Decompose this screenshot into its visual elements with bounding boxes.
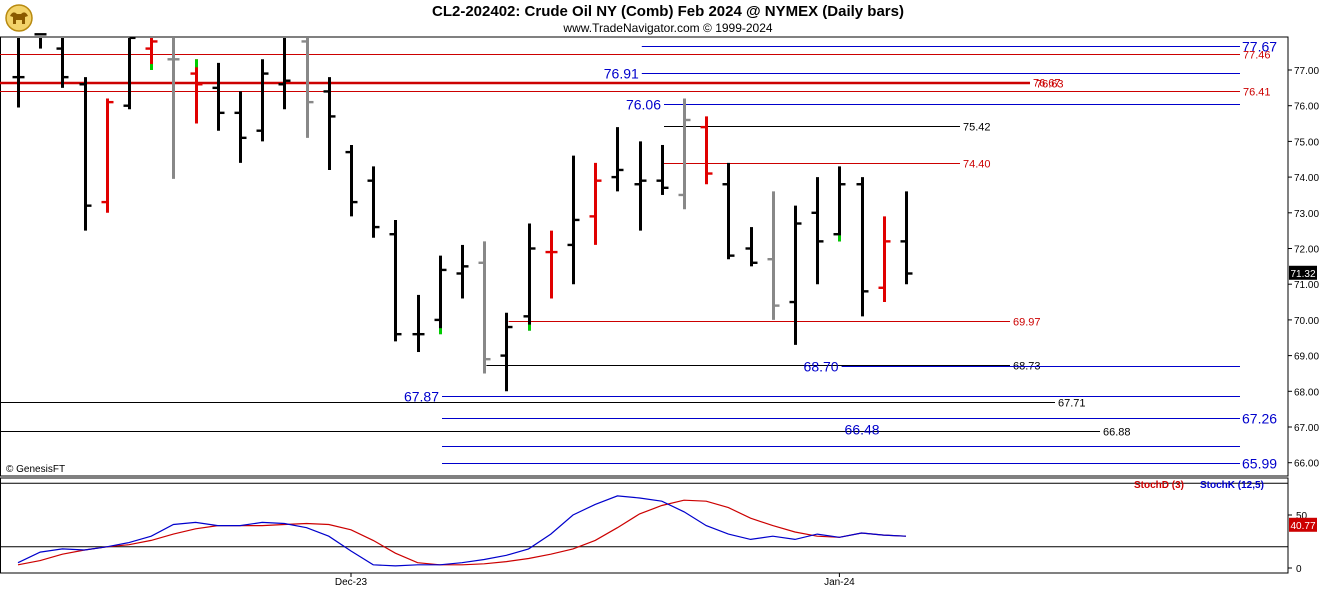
legend-stoch-d: StochD (3) — [1134, 480, 1184, 491]
level-label: 66.88 — [1103, 427, 1131, 439]
price-tick-label: 67.00 — [1294, 423, 1319, 434]
chart-subtitle: www.TradeNavigator.com © 1999-2024 — [563, 21, 773, 35]
level-label: 69.97 — [1013, 317, 1041, 329]
level-label: 77.67 — [1242, 39, 1277, 55]
price-tick-label: 71.00 — [1294, 280, 1319, 291]
price-tick-label: 73.00 — [1294, 209, 1319, 220]
level-label: 77.46 — [1243, 50, 1271, 62]
legend-stoch-k: StochK (12,5) — [1200, 480, 1264, 491]
stochastic-pane: StochD (3) StochK (12,5) — [0, 477, 1289, 574]
level-label: 67.87 — [404, 389, 439, 405]
chart-title: CL2-202402: Crude Oil NY (Comb) Feb 2024… — [432, 3, 904, 20]
stoch-d-line — [17, 499, 907, 566]
price-tick-label: 76.00 — [1294, 102, 1319, 113]
stoch-last-value-label: 40.77 — [1290, 521, 1315, 532]
level-label: 68.70 — [804, 359, 839, 375]
stoch-k-line — [17, 495, 907, 567]
price-tick-label: 66.00 — [1294, 459, 1319, 470]
level-label: 75.42 — [963, 122, 991, 134]
level-label: 66.48 — [845, 422, 880, 438]
watermark: © GenesisFT — [6, 464, 65, 475]
x-axis-label: Jan-24 — [824, 577, 855, 588]
level-label: 74.40 — [963, 159, 991, 171]
bull-logo-icon — [3, 2, 35, 34]
level-label: 76.06 — [626, 97, 661, 113]
price-tick-label: 70.00 — [1294, 316, 1319, 327]
x-axis-label: Dec-23 — [335, 577, 368, 588]
level-label: 76.41 — [1243, 87, 1271, 99]
level-label: 67.71 — [1058, 398, 1086, 410]
price-tick-label: 72.00 — [1294, 245, 1319, 256]
price-tick-label: 68.00 — [1294, 387, 1319, 398]
axes: 66.00 67.00 68.00 69.00 70.00 71.00 72.00 73.00… — [335, 66, 1320, 588]
last-price-label: 71.32 — [1290, 269, 1315, 280]
last-price-box — [1289, 265, 1317, 280]
stoch-tick-label: 50 — [1296, 511, 1308, 522]
level-label: 76.63 — [1036, 79, 1064, 91]
price-tick-label: 75.00 — [1294, 137, 1319, 148]
level-label: 65.99 — [1242, 456, 1277, 472]
price-tick-label: 77.00 — [1294, 66, 1319, 77]
price-tick-label: 74.00 — [1294, 173, 1319, 184]
level-label: 67.26 — [1242, 411, 1277, 427]
price-frame — [0, 36, 1289, 477]
stoch-frame — [0, 477, 1289, 574]
stoch-last-value-box — [1289, 517, 1317, 532]
title-bar: CL2-202402: Crude Oil NY (Comb) Feb 2024… — [0, 0, 1336, 36]
price-tick-label: 69.00 — [1294, 352, 1319, 363]
stoch-tick-label: 0 — [1296, 564, 1302, 575]
level-label: 76.91 — [604, 66, 639, 82]
level-label: 76.67 — [1033, 78, 1061, 90]
